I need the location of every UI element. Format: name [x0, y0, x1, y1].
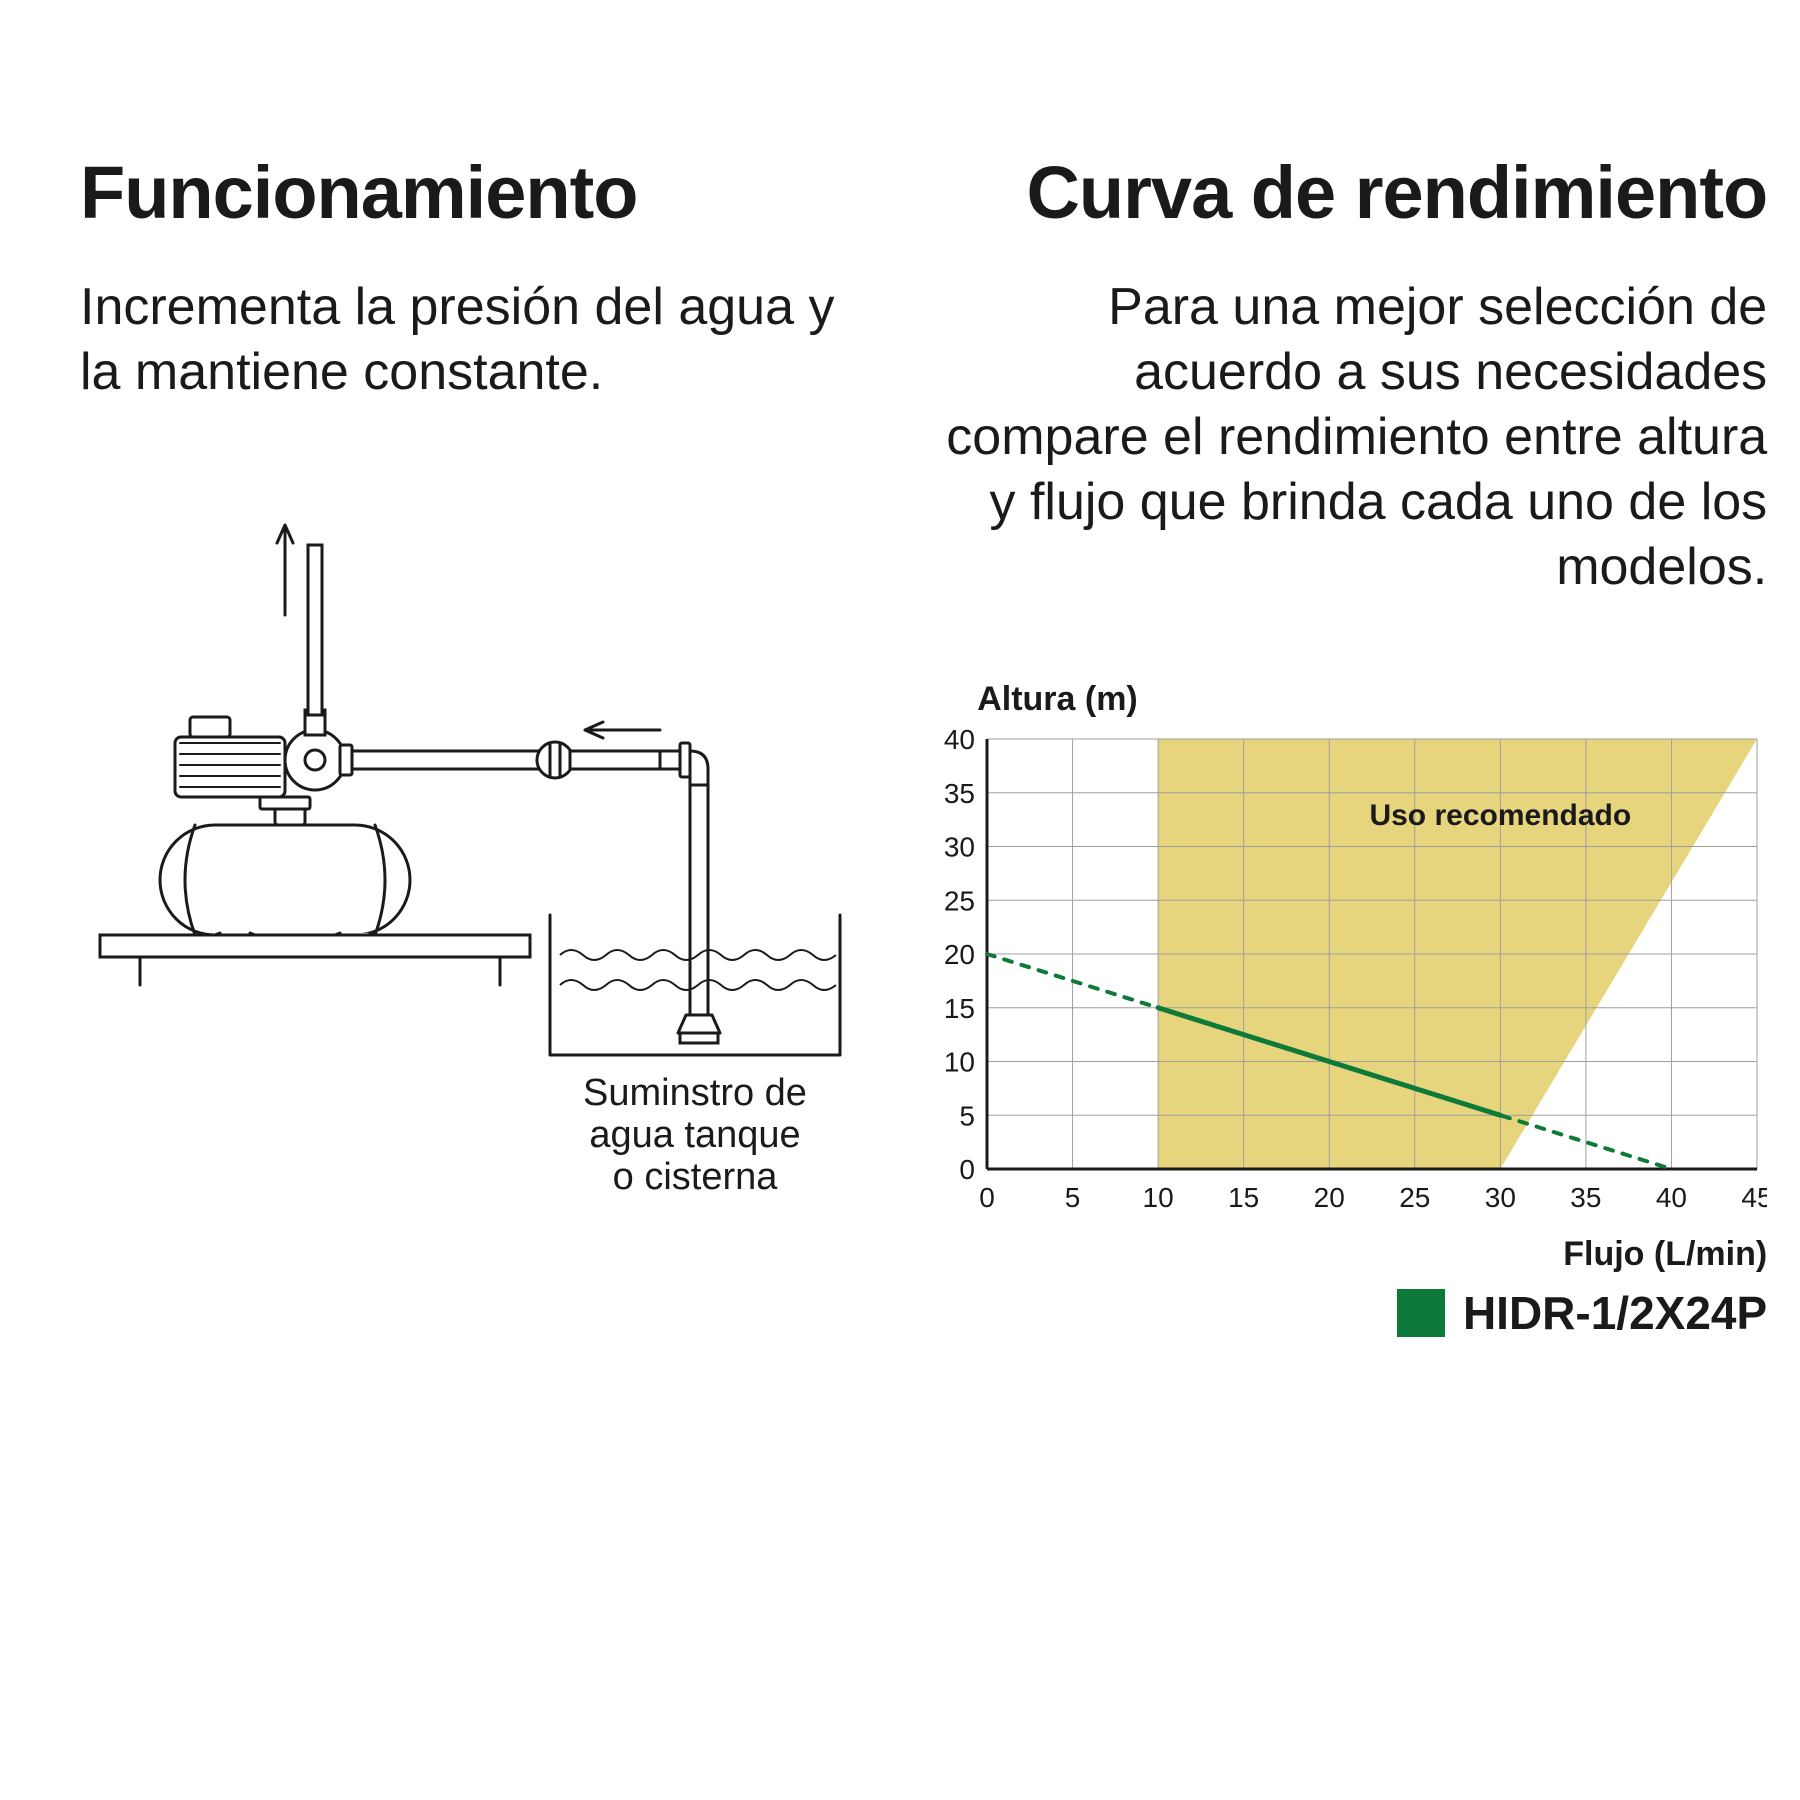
svg-text:5: 5 [1065, 1182, 1081, 1213]
svg-text:25: 25 [944, 885, 975, 916]
svg-text:35: 35 [944, 778, 975, 809]
pump-diagram: Suminstro deagua tanqueo cisterna [80, 485, 867, 1230]
left-title: Funcionamiento [80, 150, 867, 235]
svg-text:35: 35 [1570, 1182, 1601, 1213]
svg-text:45: 45 [1742, 1182, 1768, 1213]
right-desc: Para una mejor selección de acuerdo a su… [927, 275, 1767, 600]
svg-text:30: 30 [1485, 1182, 1516, 1213]
left-column: Funcionamiento Incrementa la presión del… [80, 150, 907, 1680]
svg-text:agua tanque: agua tanque [589, 1114, 800, 1156]
legend-swatch [1397, 1289, 1445, 1337]
legend-label: HIDR-1/2X24P [1463, 1286, 1767, 1340]
svg-text:20: 20 [944, 939, 975, 970]
pump-diagram-svg: Suminstro deagua tanqueo cisterna [80, 485, 880, 1225]
svg-text:10: 10 [1143, 1182, 1174, 1213]
svg-text:20: 20 [1314, 1182, 1345, 1213]
left-desc: Incrementa la presión del agua y la mant… [80, 275, 867, 405]
svg-text:0: 0 [960, 1154, 976, 1185]
x-axis-label: Flujo (L/min) [927, 1235, 1767, 1274]
svg-text:o cisterna: o cisterna [613, 1156, 779, 1198]
svg-text:40: 40 [1656, 1182, 1687, 1213]
right-column: Curva de rendimiento Para una mejor sele… [907, 150, 1767, 1680]
svg-text:Uso recomendado: Uso recomendado [1370, 799, 1632, 832]
page: Funcionamiento Incrementa la presión del… [0, 0, 1800, 1800]
svg-text:15: 15 [1228, 1182, 1259, 1213]
performance-chart: Altura (m) Uso recomendado 0 5 10 15 20 25 30 35… [927, 680, 1767, 1340]
y-axis-label: Altura (m) [977, 680, 1138, 719]
svg-text:0: 0 [979, 1182, 995, 1213]
svg-text:10: 10 [944, 1047, 975, 1078]
svg-text:Suminstro de: Suminstro de [583, 1072, 807, 1114]
legend: HIDR-1/2X24P [1397, 1286, 1767, 1340]
right-title: Curva de rendimiento [1026, 150, 1767, 235]
svg-text:30: 30 [944, 832, 975, 863]
svg-text:15: 15 [944, 993, 975, 1024]
svg-text:5: 5 [960, 1100, 976, 1131]
svg-text:25: 25 [1399, 1182, 1430, 1213]
svg-text:40: 40 [944, 729, 975, 755]
chart-svg: Uso recomendado 0 5 10 15 20 25 30 35 40 0 5 10 15 20 2… [927, 729, 1767, 1229]
